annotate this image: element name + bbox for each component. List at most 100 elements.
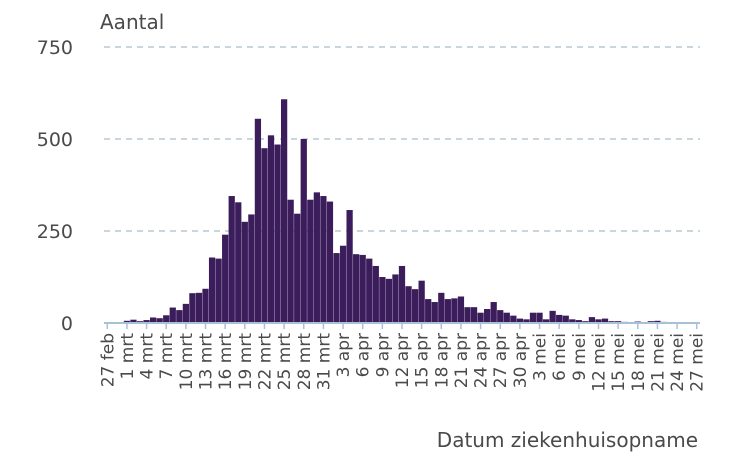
- x-tick-label: 27 apr: [491, 333, 511, 388]
- bar: [569, 319, 576, 323]
- y-tick-label: 750: [37, 37, 73, 59]
- x-tick-label: 10 mrt: [177, 333, 197, 391]
- bar: [195, 292, 203, 323]
- bar: [411, 289, 419, 323]
- bar: [451, 298, 458, 323]
- x-tick-label: 6 apr: [354, 333, 374, 377]
- bar: [542, 319, 550, 323]
- y-tick-label: 0: [61, 313, 73, 335]
- bar: [556, 314, 563, 323]
- x-tick-label: 9 apr: [373, 333, 393, 377]
- bar: [484, 309, 491, 323]
- x-tick-label: 6 mei: [550, 333, 570, 381]
- bar: [280, 99, 288, 323]
- x-tick-label: 3 mei: [531, 333, 551, 381]
- bar: [529, 312, 537, 323]
- bar: [431, 302, 438, 323]
- bar: [222, 234, 229, 323]
- bar: [601, 318, 609, 323]
- bar: [497, 310, 504, 323]
- bar: [536, 312, 543, 323]
- x-tick-label: 24 mei: [668, 333, 688, 392]
- bar: [457, 296, 465, 323]
- y-tick-label: 250: [37, 221, 73, 243]
- bar: [438, 292, 445, 323]
- bar: [267, 135, 275, 323]
- y-tick-labels: 0 250 500 750: [37, 37, 73, 335]
- x-axis-label: Datum ziekenhuisopname: [437, 428, 698, 452]
- x-tick-label: 9 mei: [570, 333, 590, 381]
- bar: [149, 317, 157, 323]
- bar: [346, 210, 353, 323]
- x-tick-label: 3 apr: [334, 333, 354, 377]
- x-tick-label: 30 apr: [511, 333, 531, 388]
- x-tick-label: 21 apr: [452, 333, 472, 388]
- bar: [595, 319, 602, 323]
- bar: [248, 214, 255, 323]
- bar: [261, 148, 268, 323]
- bar: [562, 315, 569, 323]
- bar: [176, 310, 183, 323]
- bar: [425, 299, 432, 323]
- bar: [588, 317, 596, 323]
- x-tick-label: 25 mrt: [275, 333, 295, 391]
- bar: [444, 299, 451, 323]
- x-tick-label: 7 mrt: [157, 333, 177, 380]
- bar: [516, 318, 524, 323]
- bar: [313, 192, 320, 323]
- bar: [418, 280, 425, 323]
- bar: [202, 288, 209, 323]
- bar: [254, 118, 262, 323]
- x-tick-label: 12 apr: [393, 333, 413, 388]
- bar: [215, 258, 222, 323]
- bar: [228, 196, 235, 323]
- gridlines: [104, 46, 700, 232]
- x-tick-label: 4 mrt: [138, 333, 158, 380]
- bar: [503, 312, 510, 323]
- bar: [470, 307, 478, 323]
- bar: [143, 320, 150, 323]
- bar: [182, 303, 189, 323]
- bar: [123, 320, 131, 323]
- x-tick-label: 18 mei: [629, 333, 649, 392]
- y-axis-label: Aantal: [100, 10, 164, 34]
- bar: [163, 315, 170, 323]
- bar: [241, 221, 248, 323]
- bar: [208, 257, 216, 323]
- x-ticks: 27 feb 1 mrt 4 mrt 7 mrt 10 mrt 13 mrt 16 mrt 1…: [98, 323, 708, 392]
- x-tick-label: 22 mrt: [255, 333, 275, 391]
- bar: [490, 302, 497, 323]
- bar: [339, 245, 347, 323]
- bar: [575, 320, 582, 323]
- y-tick-label: 500: [37, 129, 73, 151]
- bar: [510, 315, 517, 323]
- x-tick-label: 18 apr: [432, 333, 452, 388]
- x-tick-label: 19 mrt: [236, 333, 256, 391]
- bar: [523, 319, 530, 323]
- bar: [385, 278, 393, 323]
- bar: [477, 312, 484, 323]
- bar: [392, 274, 399, 323]
- x-tick-label: 24 apr: [472, 333, 492, 388]
- x-tick-label: 12 mei: [589, 333, 609, 392]
- x-tick-label: 15 mei: [609, 333, 629, 392]
- x-tick-label: 21 mei: [648, 333, 668, 392]
- bar: [130, 319, 137, 323]
- bar: [379, 277, 386, 323]
- bar: [398, 265, 406, 323]
- bar: [333, 253, 340, 323]
- bar: [320, 196, 327, 323]
- bars: [110, 99, 700, 323]
- bar: [372, 265, 379, 323]
- bar: [326, 201, 334, 323]
- bar: [235, 202, 242, 323]
- x-tick-label: 1 mrt: [118, 333, 138, 380]
- bar: [549, 310, 556, 323]
- bar: [307, 199, 314, 323]
- bar: [169, 307, 176, 323]
- bar: [274, 144, 281, 323]
- bar: [366, 258, 373, 323]
- bar: [359, 254, 366, 323]
- bar: [156, 318, 163, 323]
- x-tick-label: 16 mrt: [216, 333, 236, 391]
